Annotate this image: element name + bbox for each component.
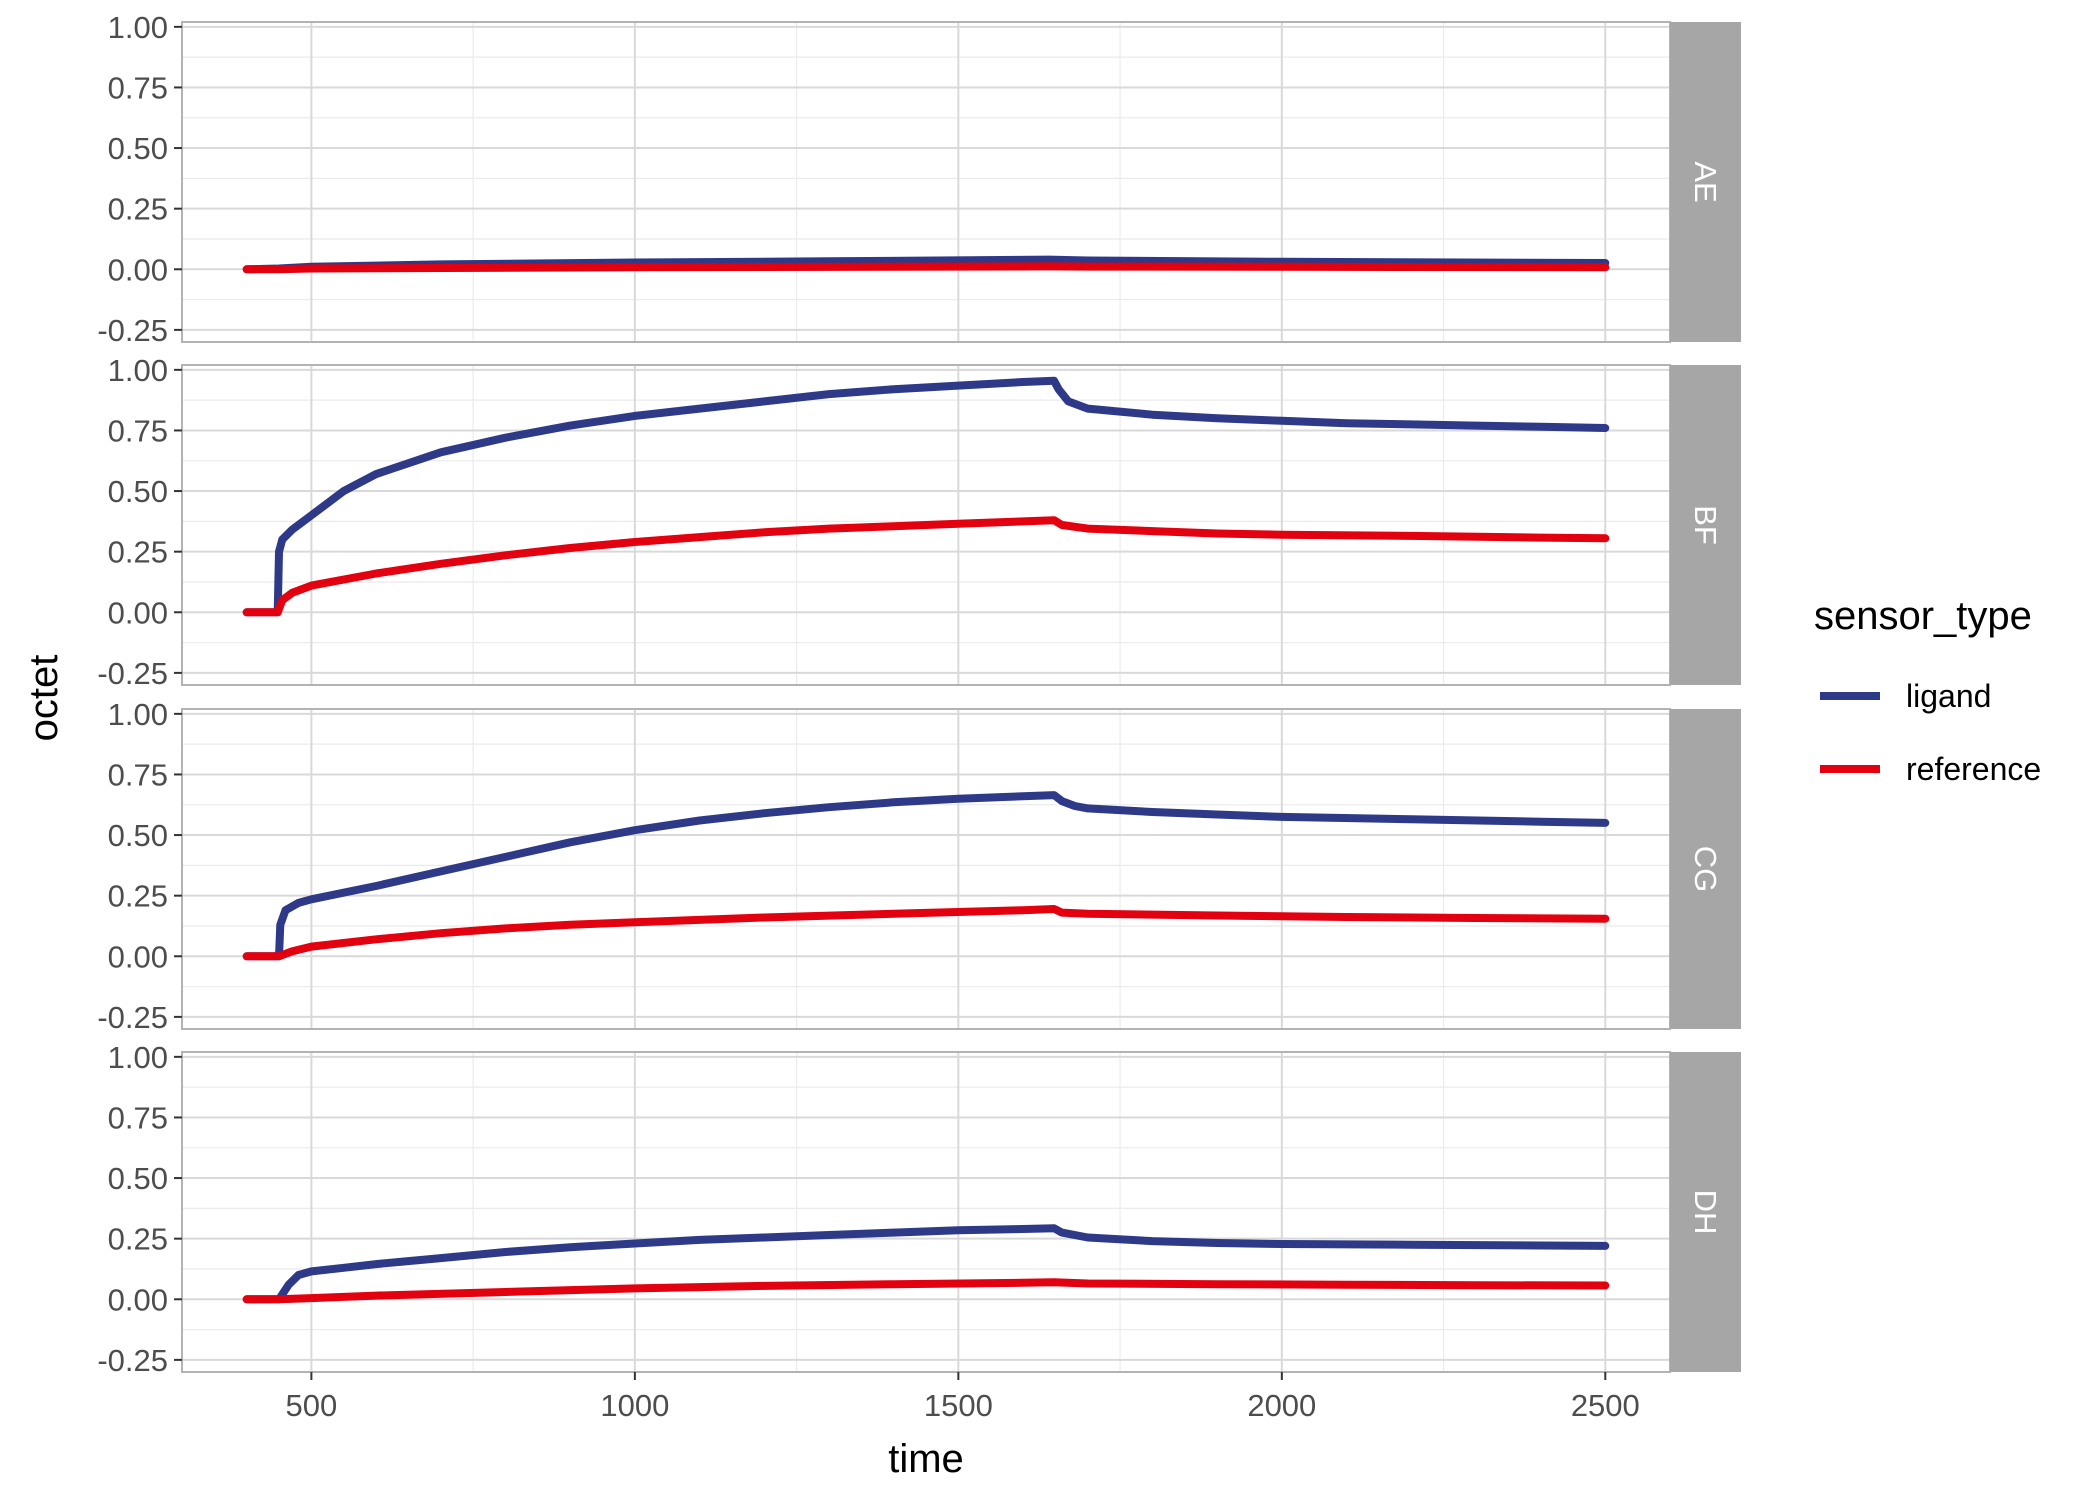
legend-entries: ligand reference — [1820, 678, 2041, 787]
y-tick-label: 0.25 — [108, 879, 168, 914]
x-axis-title: time — [888, 1437, 964, 1481]
facet-strip — [1670, 365, 1741, 685]
legend-title: sensor_type — [1814, 594, 2032, 638]
y-tick-label: 0.50 — [108, 474, 168, 509]
panel-border — [181, 21, 1671, 343]
facet-panel-bf: -0.25 0.00 0.25 0.50 0.75 1.00 BF — [97, 353, 1741, 691]
y-tick-label: -0.25 — [97, 656, 168, 691]
x-tick-label: 1500 — [924, 1388, 993, 1423]
series-line-reference — [242, 516, 1610, 617]
x-tick-label: 2500 — [1571, 1388, 1640, 1423]
y-tick-label: 0.25 — [108, 192, 168, 227]
y-tick-label: 0.50 — [108, 1161, 168, 1196]
panel-border — [181, 1051, 1671, 1373]
y-tick-label: 1.00 — [108, 353, 168, 388]
series-line-ligand — [242, 791, 1610, 961]
facet-strip-label: DH — [1688, 1190, 1723, 1235]
facet-strip-label: CG — [1688, 846, 1723, 893]
y-tick-label: 0.75 — [108, 1100, 168, 1135]
x-tick-label: 500 — [286, 1388, 338, 1423]
facet-panel-ae: -0.25 0.00 0.25 0.50 0.75 1.00 AE — [97, 10, 1741, 348]
y-tick-label: -0.25 — [97, 1343, 168, 1378]
y-tick-label: 1.00 — [108, 10, 168, 45]
y-tick-label: 0.75 — [108, 70, 168, 105]
series-line-ligand — [242, 1224, 1610, 1304]
y-tick-label: 0.25 — [108, 1222, 168, 1257]
facet-strip-label: BF — [1688, 505, 1723, 545]
facet-strip — [1670, 1052, 1741, 1372]
series-line-reference — [242, 905, 1610, 961]
y-tick-label: 0.50 — [108, 131, 168, 166]
y-tick-label: 0.75 — [108, 757, 168, 792]
y-tick-label: -0.25 — [97, 313, 168, 348]
y-tick-label: 0.00 — [108, 939, 168, 974]
series-line-reference — [242, 262, 1610, 274]
legend-label-ligand: ligand — [1906, 678, 1991, 714]
y-axis-title: octet — [22, 655, 66, 742]
panels: -0.25 0.00 0.25 0.50 0.75 1.00 AE -0.25 0.00 0.25… — [97, 10, 1741, 1378]
x-axis: 500 1000 1500 2000 2500 — [286, 1372, 1640, 1423]
panel-border — [181, 708, 1671, 1030]
facet-strip — [1670, 709, 1741, 1029]
y-tick-label: 1.00 — [108, 1040, 168, 1075]
y-tick-label: 0.00 — [108, 1282, 168, 1317]
facet-strip — [1670, 22, 1741, 342]
y-tick-label: 1.00 — [108, 697, 168, 732]
x-tick-label: 2000 — [1247, 1388, 1316, 1423]
series-line-ligand — [242, 376, 1610, 617]
x-tick-label: 1000 — [600, 1388, 669, 1423]
series-line-reference — [242, 1278, 1610, 1304]
y-tick-label: 0.25 — [108, 535, 168, 570]
legend: sensor_type ligand reference — [1814, 594, 2041, 787]
y-tick-label: 0.50 — [108, 818, 168, 853]
facet-panel-cg: -0.25 0.00 0.25 0.50 0.75 1.00 CG — [97, 697, 1741, 1035]
y-tick-label: 0.00 — [108, 595, 168, 630]
y-tick-label: 0.00 — [108, 252, 168, 287]
legend-label-reference: reference — [1906, 751, 2041, 787]
facet-strip-label: AE — [1688, 161, 1723, 202]
facet-panel-dh: -0.25 0.00 0.25 0.50 0.75 1.00 DH — [97, 1040, 1741, 1378]
y-tick-label: -0.25 — [97, 1000, 168, 1035]
y-tick-label: 0.75 — [108, 413, 168, 448]
